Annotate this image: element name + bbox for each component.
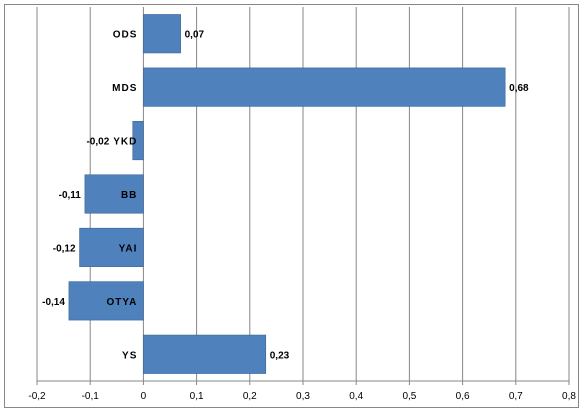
category-label: YAI (119, 243, 138, 254)
category-label: YKD (113, 137, 137, 148)
bar-mds (143, 67, 506, 107)
x-tick-label: 0,3 (296, 391, 310, 402)
x-tick-label: 0,8 (562, 391, 576, 402)
bar-ykd (132, 121, 144, 161)
value-label: 0,68 (509, 83, 529, 94)
bar-ods (143, 14, 181, 54)
category-label: YS (122, 350, 137, 361)
value-label: -0,11 (59, 190, 82, 201)
x-tick-label: 0,1 (190, 391, 204, 402)
x-tick-label: 0,6 (456, 391, 470, 402)
value-label: -0,14 (42, 297, 65, 308)
value-label: 0,07 (185, 30, 205, 41)
x-tick-label: 0,4 (349, 391, 363, 402)
x-tick-label: -0,2 (28, 391, 46, 402)
bar-bb (84, 174, 144, 214)
x-tick-label: 0,2 (243, 391, 257, 402)
bar-ys (143, 334, 267, 374)
labels: ODS 0,07 MDS 0,68 YKD -0,02 BB -0,11 YAI -0,12 OTY… (42, 30, 529, 362)
x-tick-label: 0,5 (402, 391, 416, 402)
category-label: OTYA (107, 297, 138, 308)
category-label: BB (121, 190, 137, 201)
value-label: -0,12 (53, 243, 76, 254)
value-label: -0,02 (86, 137, 109, 148)
bars (68, 14, 506, 374)
x-tick-label: 0,7 (509, 391, 523, 402)
x-tick-label: -0,1 (82, 391, 100, 402)
bar-otya (68, 281, 144, 321)
bar-chart: ODS 0,07 MDS 0,68 YKD -0,02 BB -0,11 YAI -0,12 OTY… (28, 7, 576, 402)
category-label: ODS (113, 30, 138, 41)
chart-area: ODS 0,07 MDS 0,68 YKD -0,02 BB -0,11 YAI -0,12 OTY… (4, 4, 579, 408)
category-label: MDS (112, 83, 137, 94)
bar-yai (79, 227, 144, 267)
x-tick-label: 0 (141, 391, 147, 402)
x-axis: -0,2 -0,1 0 0,1 0,2 0,3 0,4 0,5 0,6 0,7 0,8 (28, 380, 576, 402)
value-label: 0,23 (270, 350, 290, 361)
